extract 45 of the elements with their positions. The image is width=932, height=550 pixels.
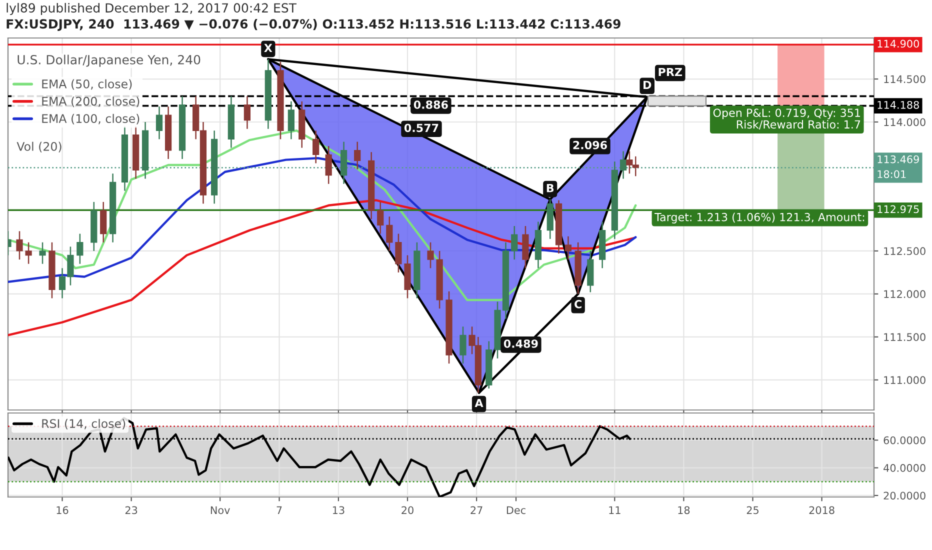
y-tick-label: 111.000 xyxy=(884,376,926,384)
annotation: A xyxy=(474,398,484,408)
x-tick-label: 25 xyxy=(746,506,758,514)
annotation: D xyxy=(644,80,652,89)
annotation: Vol (20) xyxy=(16,142,62,152)
x-tick-label: 27 xyxy=(470,506,482,514)
x-tick-label: 2018 xyxy=(809,506,834,514)
annotation: Open P&L: 0.719, Qty: 351 Risk/Reward Ratio: 1.7 xyxy=(713,108,860,130)
text: U.S. Dollar/Japanese Yen, 240 xyxy=(18,54,200,67)
x-tick-label: Dec xyxy=(506,506,526,514)
legend-label: EMA (100, close) xyxy=(42,114,140,124)
x-tick-label: 18 xyxy=(678,506,690,514)
x-tick-label: 20 xyxy=(402,506,414,514)
x-tick-label: 13 xyxy=(332,506,344,514)
annotation: 0.886 xyxy=(414,100,448,109)
x-tick-label: 23 xyxy=(125,506,138,514)
y-tick-label: 111.500 xyxy=(884,333,926,342)
ref-line-label: 114.900 xyxy=(878,40,919,48)
annotation: 0.577 xyxy=(404,124,438,132)
y-tick-label: 114.000 xyxy=(884,118,926,126)
y-tick-label: 60.0000 xyxy=(884,436,926,444)
annotation: 2.096 xyxy=(573,140,607,150)
y-tick-label: 20.0000 xyxy=(884,492,926,500)
ref-line-label: 114.188 xyxy=(878,100,919,109)
text: lyl89 published December 12, 2017 00:42 EST xyxy=(6,2,297,16)
annotation: C xyxy=(574,300,582,308)
y-tick-label: 112.000 xyxy=(884,290,926,298)
y-tick-label: 114.500 xyxy=(884,75,926,84)
legend-label: EMA (50, close) xyxy=(42,79,132,90)
annotation: X xyxy=(264,44,272,52)
annotation: B xyxy=(546,184,554,192)
chart-title: FX:USDJPY, 240 113.469 ▼ −0.076 (−0.07%) O:113.452 H:113.516 L:113.442 C:113.469 xyxy=(6,18,620,31)
x-tick-label: Nov xyxy=(210,506,230,514)
legend-label: EMA (200, close) xyxy=(42,96,140,108)
annotation: 0.489 xyxy=(504,339,538,348)
y-tick-label: 112.500 xyxy=(884,247,926,256)
y-tick-label: 40.0000 xyxy=(884,464,926,472)
annotation: Target: 1.213 (1.06%) 121.3, Amount: xyxy=(654,212,864,224)
ref-line-label: 112.975 xyxy=(878,205,919,214)
legend-label: RSI (14, close) xyxy=(42,418,126,430)
x-tick-label: 16 xyxy=(56,506,68,514)
x-tick-label: 11 xyxy=(609,506,620,514)
ref-line-label: 113.469 18:01 xyxy=(878,155,919,178)
annotation: PRZ xyxy=(658,68,682,76)
x-tick-label: 7 xyxy=(276,506,282,514)
